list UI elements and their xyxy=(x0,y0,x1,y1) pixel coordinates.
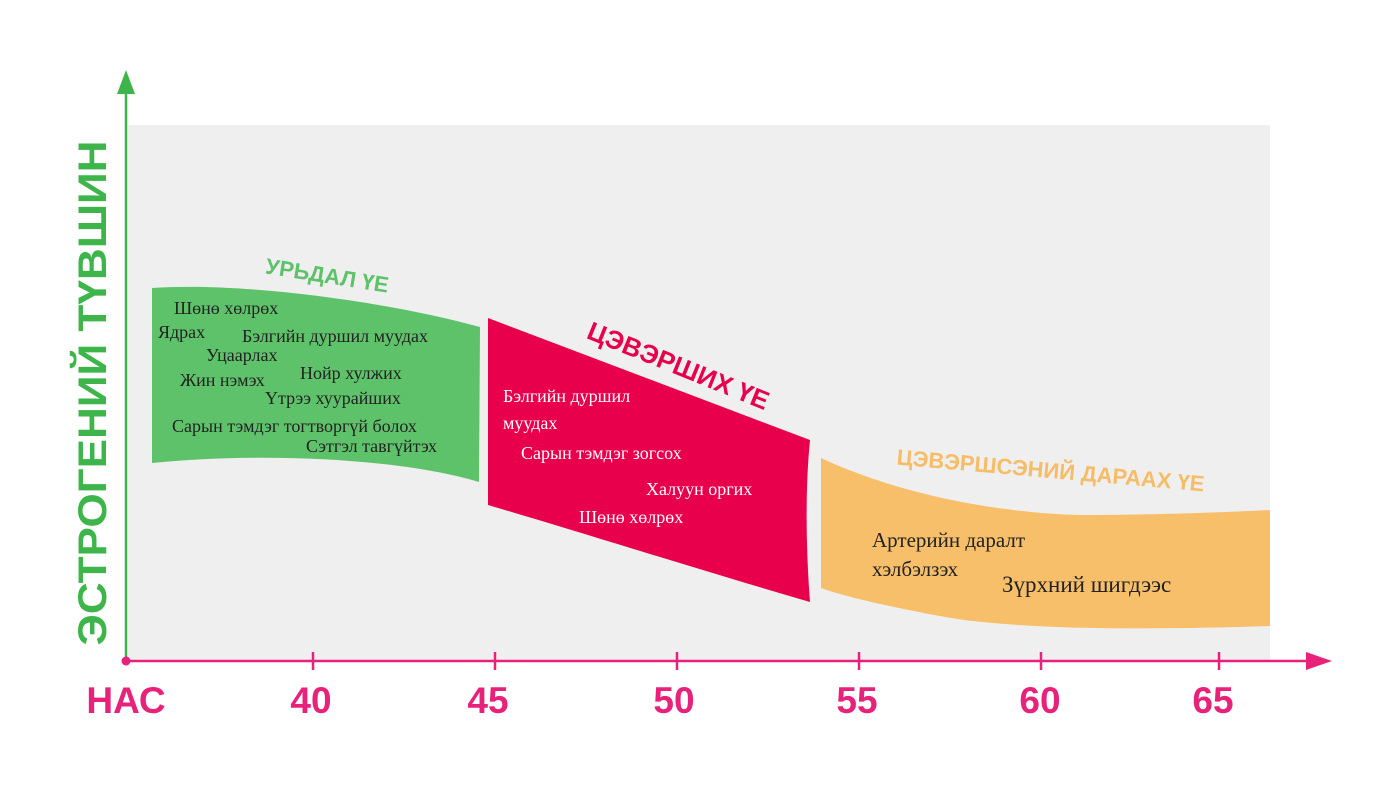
x-tick-label: 45 xyxy=(467,680,508,721)
symptom-label: Халуун оргих xyxy=(646,479,752,499)
symptom-label: Бэлгийн дуршил xyxy=(503,386,630,406)
symptom-label: Үтрээ хуурайших xyxy=(265,388,401,408)
x-tick-label: 55 xyxy=(836,680,877,721)
symptom-label: Шөнө хөлрөх xyxy=(174,298,278,318)
x-tick-label: 65 xyxy=(1192,680,1233,721)
y-axis-arrow-icon xyxy=(117,70,135,94)
symptom-label: Уцаарлах xyxy=(206,345,278,365)
phase-premenopause-symptoms: Шөнө хөлрөх Ядрах Бэлгийн дуршил муудах … xyxy=(158,298,437,456)
symptom-label: муудах xyxy=(503,413,557,433)
y-axis-label: ЭСТРОГЕНИЙ ТҮВШИН xyxy=(69,141,115,646)
x-tick-label: 60 xyxy=(1019,680,1060,721)
symptom-label: Сэтгэл тавгүйтэх xyxy=(306,436,437,456)
symptom-label: Сарын тэмдэг тогтворгүй болох xyxy=(172,416,417,436)
phase-premenopause-band xyxy=(152,286,480,482)
x-axis-ticks xyxy=(311,652,1221,670)
symptom-label: Сарын тэмдэг зогсох xyxy=(521,443,682,463)
symptom-label: Шөнө хөлрөх xyxy=(579,507,683,527)
symptom-label: Артерийн даралт xyxy=(872,528,1025,552)
phase-postmenopause-symptoms: Артерийн даралт хэлбэлзэх Зүрхний шигдээ… xyxy=(872,528,1171,597)
phase-postmenopause-band xyxy=(821,458,1270,629)
symptom-label: Зүрхний шигдээс xyxy=(1002,572,1171,597)
axis-origin-dot xyxy=(121,656,131,666)
phase-menopause-band xyxy=(488,318,810,602)
phase-menopause-symptoms: Бэлгийн дуршил муудах Сарын тэмдэг зогсо… xyxy=(503,386,752,527)
x-axis-label: НАС xyxy=(86,680,165,721)
x-tick-label: 50 xyxy=(653,680,694,721)
symptom-label: Бэлгийн дуршил муудах xyxy=(242,326,428,346)
symptom-label: Ядрах xyxy=(158,322,205,342)
symptom-label: Жин нэмэх xyxy=(180,370,265,390)
x-tick-label: 40 xyxy=(290,680,331,721)
symptom-label: хэлбэлзэх xyxy=(872,557,959,581)
x-axis-arrow-icon xyxy=(1306,652,1332,670)
symptom-label: Нойр хулжих xyxy=(300,363,402,383)
